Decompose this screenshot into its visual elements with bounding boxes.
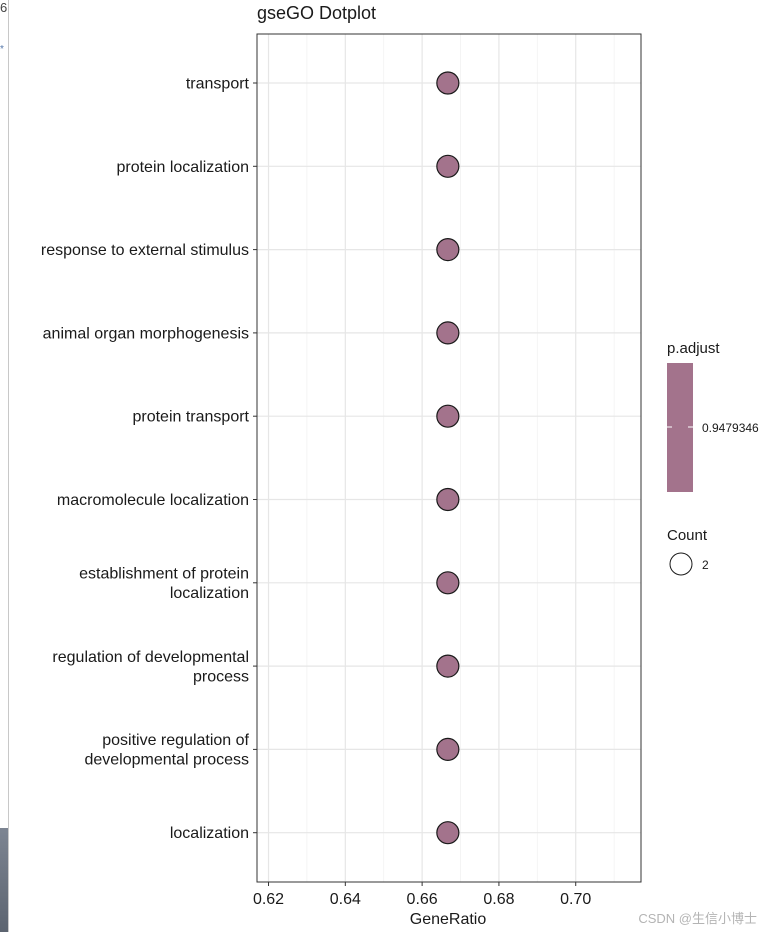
data-point	[436, 571, 460, 595]
data-point	[436, 71, 460, 95]
window-edge-text: 6	[0, 0, 8, 15]
x-tick-label: 0.64	[330, 891, 361, 908]
category-label: protein localization	[116, 159, 249, 176]
category-label: protein transport	[132, 409, 249, 426]
data-point	[436, 238, 460, 262]
legend-color-label: 0.9479346	[702, 421, 759, 435]
category-label: animal organ morphogenesis	[43, 325, 249, 342]
legend: p.adjust 0.9479346 Count 2	[667, 340, 759, 576]
window-edge-text-2: *	[0, 44, 4, 55]
window-edge-shadow	[0, 828, 8, 932]
data-point	[436, 404, 460, 428]
category-label: macromolecule localization	[57, 492, 249, 509]
points-layer	[436, 71, 460, 845]
x-tick-label: 0.70	[560, 891, 591, 908]
x-axis: 0.62 0.64 0.66 0.68 0.70	[253, 882, 591, 908]
category-label: regulation of developmental process	[52, 649, 249, 686]
data-point	[436, 654, 460, 678]
data-point	[436, 487, 460, 512]
window-edge	[0, 0, 9, 932]
plot-panel-border	[256, 33, 642, 883]
data-point	[436, 321, 460, 345]
legend-size-label: 2	[702, 558, 709, 572]
x-axis-title: GeneRatio	[410, 911, 487, 928]
watermark: CSDN @生信小博士	[638, 911, 757, 926]
x-tick-label: 0.66	[407, 891, 438, 908]
legend-color-title: p.adjust	[667, 340, 720, 357]
data-point	[436, 154, 460, 178]
chart-title: gseGO Dotplot	[257, 3, 377, 23]
data-point	[436, 737, 460, 762]
x-tick-label: 0.68	[483, 891, 514, 908]
category-label: response to external stimulus	[41, 242, 249, 259]
category-label: transport	[186, 76, 250, 93]
legend-size-title: Count	[667, 527, 708, 544]
x-tick-label: 0.62	[253, 891, 284, 908]
category-label: positive regulation of developmental proc…	[84, 732, 249, 769]
legend-size-circle	[669, 552, 693, 576]
y-axis: transport protein localization response to…	[41, 76, 257, 842]
category-label: localization	[170, 825, 249, 842]
category-label: establishment of protein localization	[79, 566, 249, 603]
data-point	[436, 821, 460, 845]
